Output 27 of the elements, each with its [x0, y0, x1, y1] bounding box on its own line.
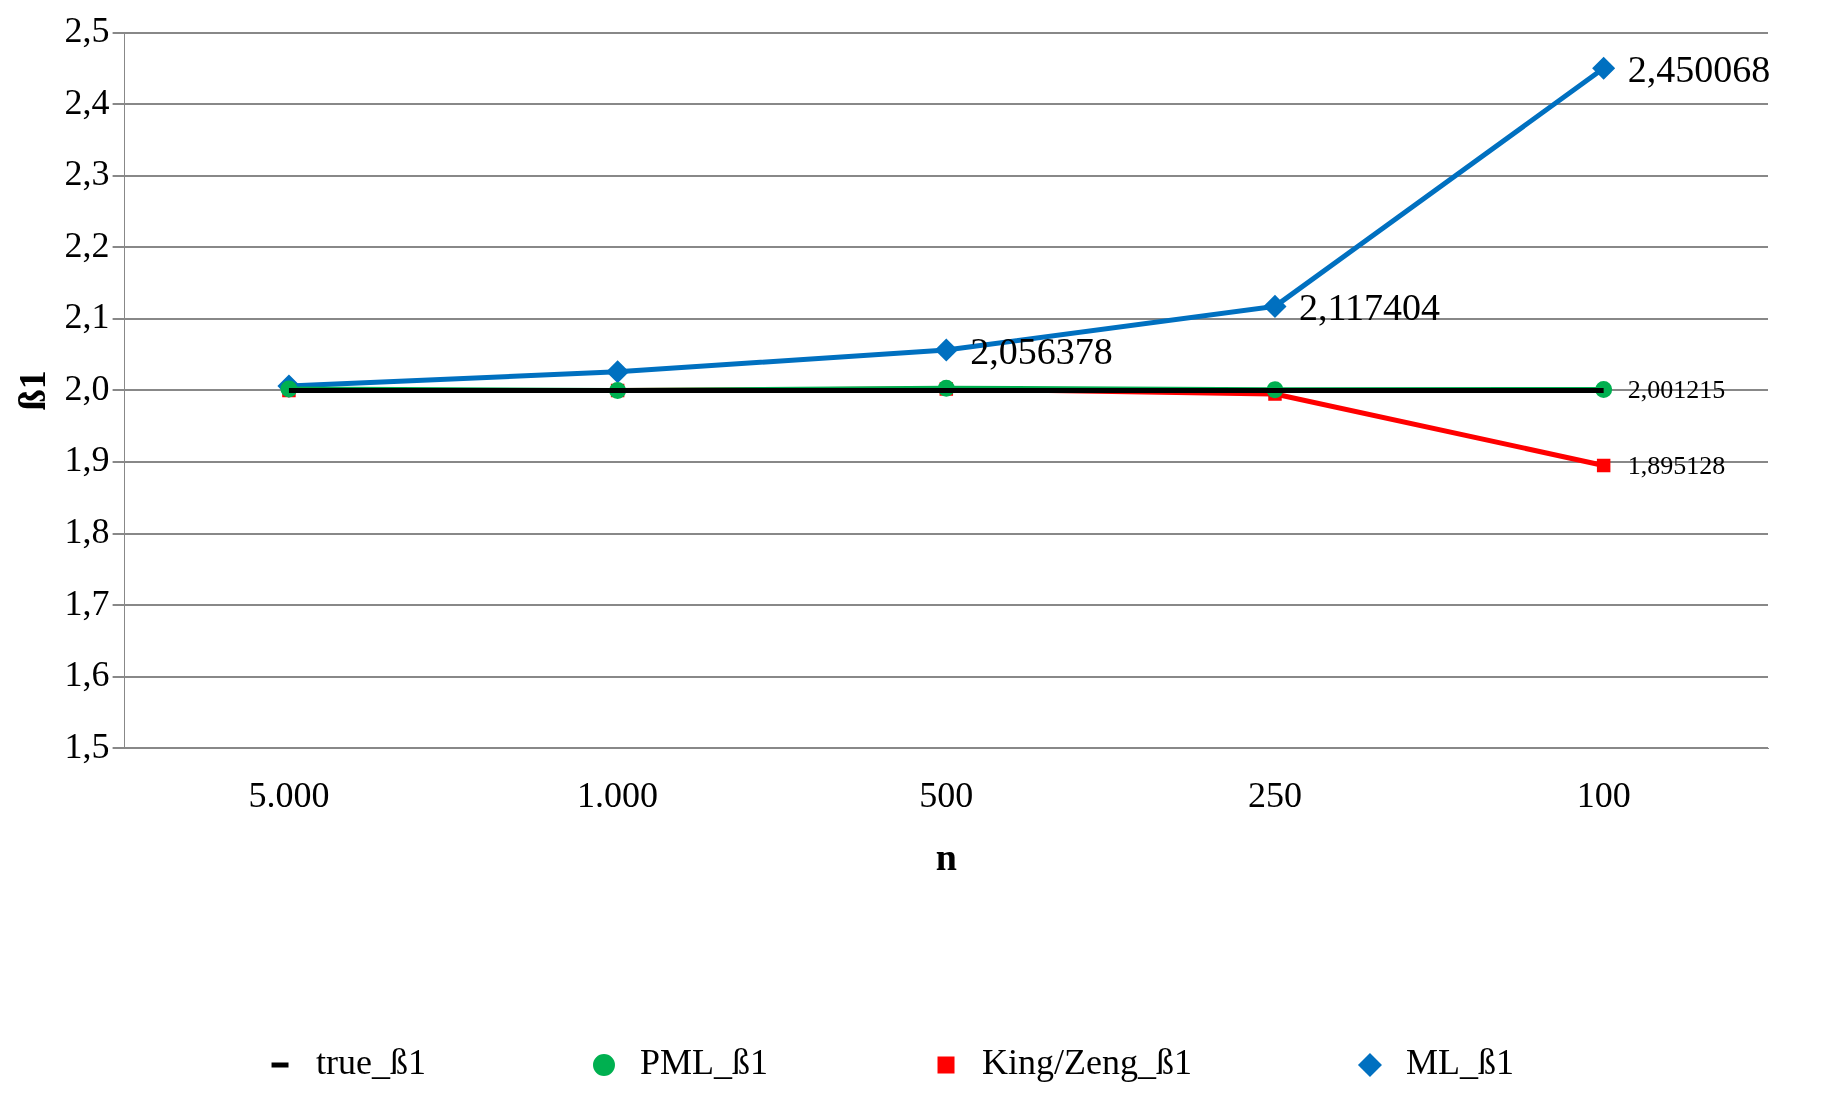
y-tick-label: 2,3 — [64, 153, 110, 194]
x-tick-label: 250 — [1247, 775, 1302, 816]
legend-label: ML_ß1 — [1405, 1042, 1514, 1083]
data-label: 2,117404 — [1298, 286, 1441, 329]
legend-label: King/Zeng_ß1 — [982, 1042, 1192, 1083]
x-tick-label: 100 — [1576, 775, 1631, 816]
y-tick-label: 1,7 — [64, 582, 110, 623]
y-tick-label: 2,1 — [64, 296, 110, 337]
data-label: 2,450068 — [1627, 48, 1771, 91]
data-label: 1,895128 — [1627, 451, 1726, 481]
y-tick-label: 2,0 — [64, 367, 110, 408]
x-tick-label: 500 — [919, 775, 974, 816]
y-tick-label: 2,2 — [64, 224, 110, 265]
y-axis-title: ß1 — [10, 370, 53, 411]
x-tick-label: 5.000 — [248, 775, 330, 816]
y-tick-label: 1,6 — [64, 654, 110, 695]
y-tick-label: 2,5 — [64, 10, 110, 51]
y-tick-label: 1,9 — [64, 439, 110, 480]
data-label: 2,056378 — [970, 330, 1113, 373]
x-tick-label: 1.000 — [577, 775, 659, 816]
y-tick-label: 2,4 — [64, 81, 110, 122]
legend-label: PML_ß1 — [639, 1042, 769, 1083]
legend-label: true_ß1 — [316, 1042, 426, 1083]
x-axis-title: n — [935, 836, 957, 879]
data-label: 2,001215 — [1627, 375, 1726, 405]
y-tick-label: 1,8 — [64, 510, 110, 551]
y-tick-label: 1,5 — [64, 725, 110, 766]
